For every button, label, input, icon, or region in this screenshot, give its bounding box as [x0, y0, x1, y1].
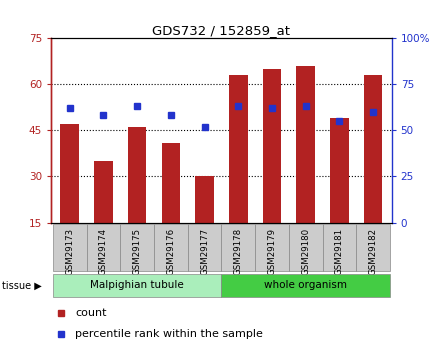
Text: GSM29176: GSM29176 — [166, 228, 175, 275]
Bar — [128, 127, 146, 223]
Bar — [296, 66, 315, 223]
Text: GSM29179: GSM29179 — [267, 228, 276, 275]
Text: GSM29182: GSM29182 — [368, 228, 377, 275]
FancyBboxPatch shape — [53, 274, 222, 297]
FancyBboxPatch shape — [323, 224, 356, 271]
Text: Malpighian tubule: Malpighian tubule — [90, 280, 184, 290]
FancyBboxPatch shape — [356, 224, 390, 271]
FancyBboxPatch shape — [154, 224, 188, 271]
FancyBboxPatch shape — [53, 224, 87, 271]
Bar — [263, 69, 281, 223]
Text: count: count — [75, 308, 106, 318]
Text: percentile rank within the sample: percentile rank within the sample — [75, 329, 263, 339]
Bar — [162, 142, 180, 223]
FancyBboxPatch shape — [188, 224, 222, 271]
FancyBboxPatch shape — [87, 224, 120, 271]
FancyBboxPatch shape — [222, 224, 255, 271]
Bar — [330, 118, 348, 223]
Title: GDS732 / 152859_at: GDS732 / 152859_at — [152, 24, 291, 37]
Text: GSM29181: GSM29181 — [335, 228, 344, 275]
Text: GSM29175: GSM29175 — [133, 228, 142, 275]
Bar — [229, 75, 247, 223]
FancyBboxPatch shape — [222, 274, 390, 297]
FancyBboxPatch shape — [255, 224, 289, 271]
Bar — [94, 161, 113, 223]
Bar — [195, 176, 214, 223]
FancyBboxPatch shape — [289, 224, 323, 271]
Text: GSM29180: GSM29180 — [301, 228, 310, 275]
Text: GSM29178: GSM29178 — [234, 228, 243, 275]
Text: tissue ▶: tissue ▶ — [2, 280, 42, 290]
Bar — [61, 124, 79, 223]
FancyBboxPatch shape — [120, 224, 154, 271]
Text: GSM29174: GSM29174 — [99, 228, 108, 275]
Text: GSM29173: GSM29173 — [65, 228, 74, 275]
Text: whole organism: whole organism — [264, 280, 347, 290]
Bar — [364, 75, 382, 223]
Text: GSM29177: GSM29177 — [200, 228, 209, 275]
